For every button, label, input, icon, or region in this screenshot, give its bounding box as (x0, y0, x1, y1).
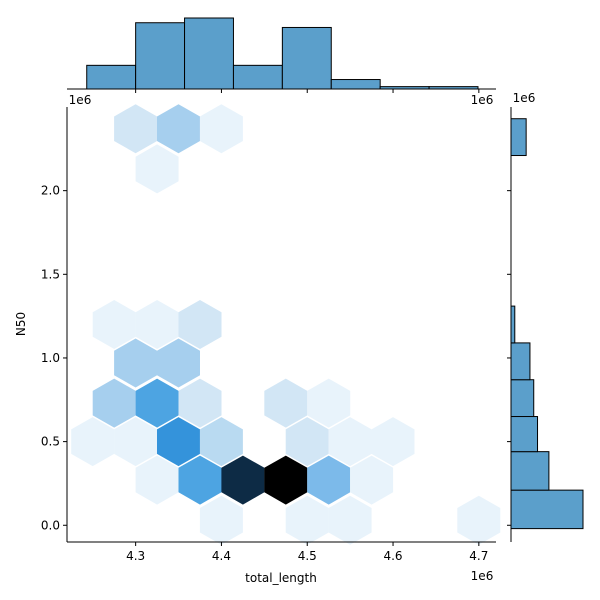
hexbin (92, 378, 136, 428)
right-marginal-histogram (510, 118, 584, 530)
y-hist-bar (510, 305, 516, 344)
hexbin (114, 417, 158, 467)
hexbin (135, 300, 179, 349)
y-tick-label: 0.0 (41, 518, 60, 532)
y-tick-label: 1.5 (41, 267, 60, 281)
hexbin (71, 417, 115, 467)
hexbin (457, 495, 501, 545)
x-offset-label: 1e6 (471, 569, 494, 583)
hexbin (157, 104, 200, 154)
hexbin (178, 300, 222, 349)
hexbin (307, 378, 351, 428)
hexbin (328, 495, 372, 545)
hexbin (199, 495, 243, 545)
hexbin (221, 455, 265, 505)
x-hist-bar (135, 22, 186, 90)
top-marginal-histogram (86, 17, 479, 90)
y-hist-bar (510, 489, 584, 530)
hexbin (285, 495, 329, 545)
y-tick-label: 1.0 (41, 351, 60, 365)
hexbin (199, 417, 243, 467)
hexbin (264, 455, 308, 505)
hexbin (114, 338, 158, 388)
hexbin (285, 417, 329, 467)
top-x-offset-label-right: 1e6 (471, 93, 494, 107)
x-tick-label: 4.5 (298, 549, 317, 563)
y-hist-bar (510, 379, 535, 418)
y-hist-bar (510, 118, 527, 157)
x-hist-bar (281, 26, 332, 90)
y-tick-label: 0.5 (41, 435, 60, 449)
x-tick-label: 4.7 (469, 549, 488, 563)
hexbin (350, 455, 394, 505)
hexbin (114, 104, 158, 154)
hexbin (92, 300, 136, 349)
x-hist-bar (330, 79, 381, 90)
hexbin (307, 455, 351, 505)
hexbin (157, 417, 200, 467)
hexbin (135, 144, 179, 194)
y-axis-label: N50 (14, 312, 28, 336)
x-tick-label: 4.4 (212, 549, 231, 563)
hexbin (178, 455, 222, 505)
hexbin (371, 417, 415, 467)
x-axis-label: total_length (245, 571, 317, 585)
y-hist-bar (510, 451, 550, 491)
y-tick-label: 2.0 (41, 184, 60, 198)
y-hist-bar (510, 416, 539, 453)
top-x-offset-label-left: 1e6 (69, 93, 92, 107)
x-tick-label: 4.6 (383, 549, 402, 563)
hexbin (135, 378, 179, 428)
x-tick-label: 4.3 (126, 549, 145, 563)
hexbin (264, 378, 308, 428)
hexbin (157, 338, 200, 388)
right-y-offset-label: 1e6 (513, 91, 536, 105)
axes: 4.3 4.4 4.5 4.6 4.7 0.0 0.5 1.0 1.5 2.0 (41, 88, 512, 563)
hexbin (199, 104, 243, 154)
hexbin (135, 455, 179, 505)
hexbin (178, 378, 222, 428)
x-hist-bar (232, 64, 283, 90)
joint-hexbin-area (71, 104, 501, 545)
x-hist-bar (184, 17, 234, 90)
hexbin (328, 417, 372, 467)
x-hist-bar (86, 64, 137, 90)
y-hist-bar (510, 342, 531, 381)
